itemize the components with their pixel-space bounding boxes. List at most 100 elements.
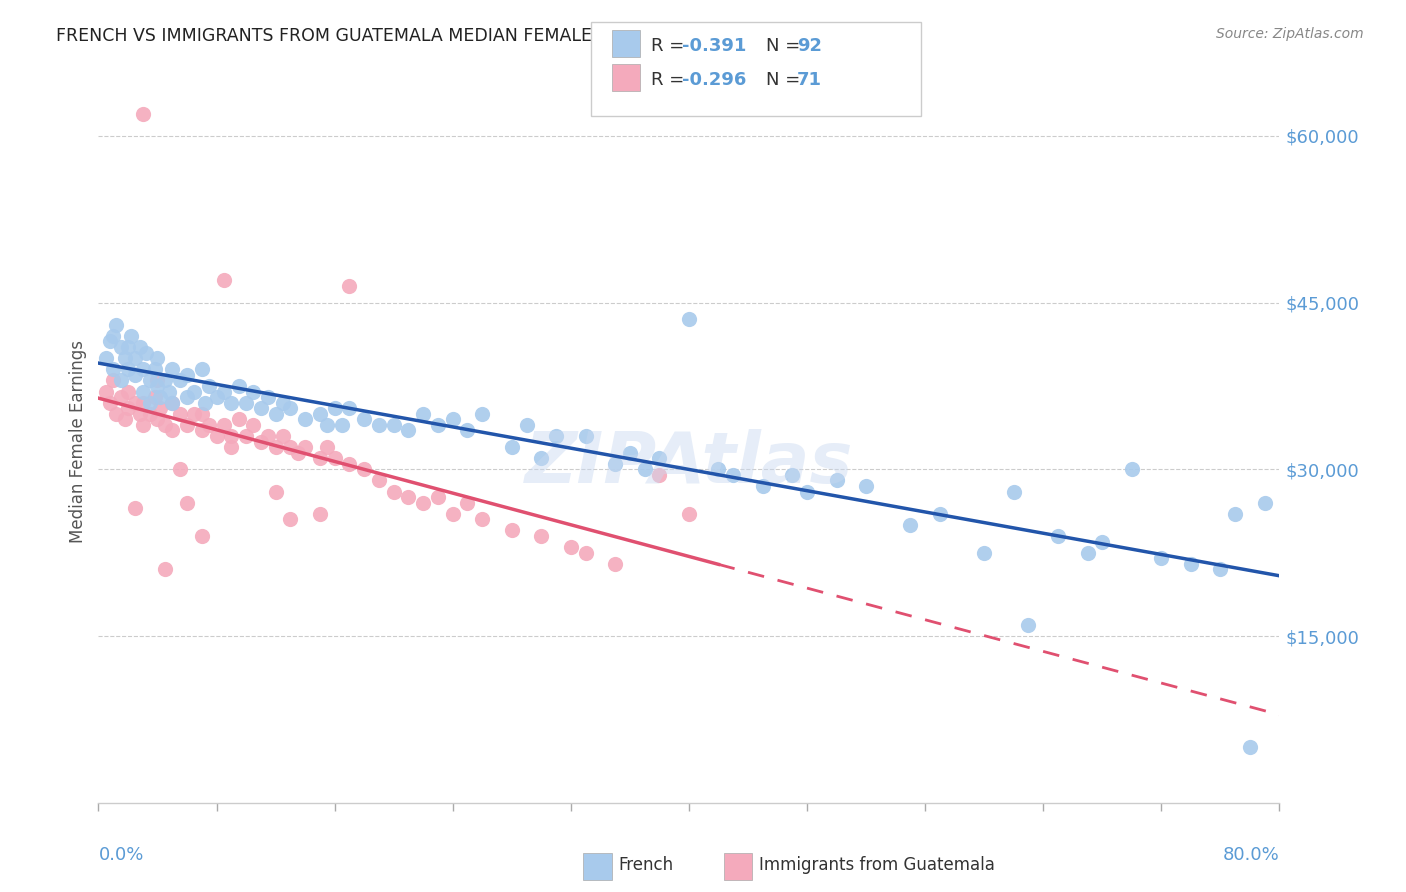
Point [143,362,166,376]
Point [191,407,214,421]
Point [316,440,339,454]
Point [471,512,494,526]
Point [176,496,198,510]
Point [382,417,405,432]
Point [339,401,361,416]
Point [264,440,287,454]
Point [110,390,132,404]
Point [117,362,139,376]
Point [235,395,257,409]
Point [1018,618,1040,632]
Point [575,546,598,560]
Point [546,429,568,443]
Point [205,429,228,443]
Point [162,395,183,409]
Point [678,507,700,521]
Point [221,395,243,409]
Point [205,390,228,404]
Point [132,106,155,120]
Point [110,340,132,354]
Point [176,390,198,404]
Point [139,407,162,421]
Point [124,501,146,516]
Point [412,496,434,510]
Point [707,462,730,476]
Point [143,390,166,404]
Point [648,451,671,466]
Point [120,329,142,343]
Point [427,490,450,504]
Point [271,395,294,409]
Point [316,417,339,432]
Point [98,334,121,349]
Text: -0.391: -0.391 [682,37,747,55]
Point [198,379,221,393]
Point [221,429,243,443]
Point [368,417,391,432]
Point [114,351,136,366]
Point [280,512,302,526]
Point [176,368,198,382]
Point [132,362,155,376]
Text: ZIPAtlas: ZIPAtlas [524,429,853,498]
Point [153,417,176,432]
Point [634,462,657,476]
Point [605,457,627,471]
Point [323,401,346,416]
Point [110,373,132,387]
Point [132,384,155,399]
Point [1150,551,1173,566]
Text: R =: R = [651,71,690,89]
Point [973,546,995,560]
Point [1180,557,1202,571]
Point [198,417,221,432]
Point [309,407,332,421]
Point [105,318,128,332]
Point [183,407,205,421]
Point [124,351,146,366]
Point [105,407,128,421]
Point [128,407,150,421]
Point [441,412,464,426]
Point [94,351,117,366]
Point [228,379,250,393]
Point [1091,534,1114,549]
Point [124,368,146,382]
Text: 0.0%: 0.0% [98,847,143,864]
Point [117,401,139,416]
Point [471,407,494,421]
Point [501,440,523,454]
Point [117,384,139,399]
Text: 71: 71 [797,71,823,89]
Text: N =: N = [766,37,806,55]
Text: -0.296: -0.296 [682,71,747,89]
Point [191,362,214,376]
Point [294,412,316,426]
Point [169,373,191,387]
Point [929,507,952,521]
Point [162,362,183,376]
Point [212,273,235,287]
Point [900,517,922,532]
Point [280,401,302,416]
Text: R =: R = [651,37,690,55]
Point [169,407,191,421]
Point [257,390,280,404]
Point [162,424,183,438]
Point [250,401,273,416]
Point [457,496,479,510]
Point [183,384,205,399]
Point [139,373,162,387]
Point [796,484,818,499]
Point [98,395,121,409]
Text: N =: N = [766,71,806,89]
Point [1225,507,1247,521]
Point [287,445,309,459]
Point [330,417,353,432]
Point [221,440,243,454]
Point [530,451,553,466]
Point [560,540,582,554]
Point [619,445,641,459]
Text: FRENCH VS IMMIGRANTS FROM GUATEMALA MEDIAN FEMALE EARNINGS CORRELATION CHART: FRENCH VS IMMIGRANTS FROM GUATEMALA MEDI… [56,27,883,45]
Point [412,407,434,421]
